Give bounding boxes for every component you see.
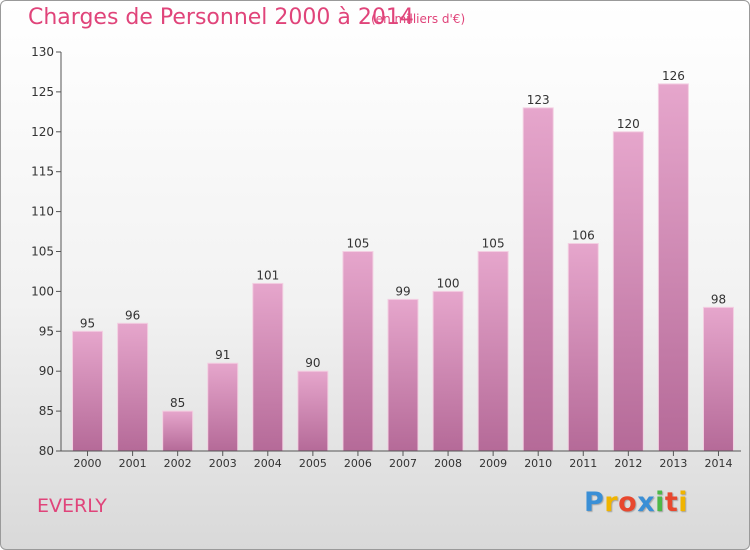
- proxiti-logo: Proxiti: [584, 487, 688, 518]
- x-tick-label: 2002: [164, 457, 192, 470]
- data-label: 95: [80, 316, 95, 330]
- bar-2006: [342, 251, 374, 452]
- bar-2004: [252, 282, 284, 452]
- y-tick-label: 120: [31, 125, 54, 139]
- bar-2007: [387, 298, 419, 452]
- logo-letter: r: [604, 487, 619, 518]
- bar-2002: [162, 410, 194, 452]
- place-name: EVERLY: [37, 495, 107, 517]
- bar-2008: [432, 290, 464, 452]
- bar-2005: [297, 370, 329, 452]
- y-tick-label: 130: [31, 45, 54, 59]
- logo-letter: x: [637, 487, 656, 518]
- logo-letter: t: [664, 487, 679, 518]
- x-tick-label: 2011: [569, 457, 597, 470]
- bars-group: 95 96 85 91 101 90 105 99 100 105 123 106 120 126 98: [72, 69, 734, 452]
- bar-2012: [612, 131, 644, 452]
- data-label: 120: [617, 117, 640, 131]
- x-tick-label: 2010: [524, 457, 552, 470]
- data-label: 99: [395, 284, 410, 298]
- data-label: 105: [346, 237, 369, 251]
- x-tick-label: 2001: [119, 457, 147, 470]
- data-label: 90: [305, 356, 320, 370]
- bar-2001: [117, 322, 149, 452]
- data-label: 126: [662, 69, 685, 83]
- bar-2013: [657, 83, 689, 452]
- y-tick-label: 115: [31, 165, 54, 179]
- data-label: 101: [256, 268, 279, 282]
- data-label: 106: [572, 229, 595, 243]
- x-tick-label: 2004: [254, 457, 282, 470]
- logo-letter: P: [584, 487, 605, 518]
- logo-letter: o: [618, 487, 638, 518]
- x-tick-label: 2008: [434, 457, 462, 470]
- logo-letter: i: [678, 487, 689, 518]
- y-tick-label: 95: [39, 324, 54, 338]
- data-label: 96: [125, 308, 140, 322]
- y-tick-label: 85: [39, 404, 54, 418]
- bar-2014: [702, 306, 734, 452]
- x-tick-label: 2007: [389, 457, 417, 470]
- y-tick-label: 100: [31, 284, 54, 298]
- bar-2000: [72, 330, 104, 452]
- chart-title: Charges de Personnel 2000 à 2014: [28, 5, 414, 30]
- data-label: 98: [711, 292, 726, 306]
- x-tick-label: 2012: [614, 457, 642, 470]
- axes-group: 80 85 90 95 100 105 110 115 120 125 130 2000 2001 200…: [31, 45, 741, 470]
- bar-2003: [207, 362, 239, 452]
- y-tick-label: 105: [31, 245, 54, 259]
- y-tick-label: 90: [39, 364, 54, 378]
- x-tick-label: 2009: [479, 457, 507, 470]
- x-tick-label: 2006: [344, 457, 372, 470]
- bar-2011: [567, 243, 599, 452]
- data-label: 85: [170, 396, 185, 410]
- x-tick-label: 2005: [299, 457, 327, 470]
- x-tick-label: 2000: [74, 457, 102, 470]
- y-tick-label: 125: [31, 85, 54, 99]
- chart-subtitle: (en milliers d'€): [371, 12, 466, 26]
- bar-2009: [477, 251, 509, 452]
- data-label: 105: [482, 237, 505, 251]
- data-label: 123: [527, 93, 550, 107]
- data-label: 91: [215, 348, 230, 362]
- logo-letter: i: [655, 487, 665, 518]
- x-tick-label: 2013: [659, 457, 687, 470]
- x-tick-label: 2014: [704, 457, 732, 470]
- bar-2010: [522, 107, 554, 452]
- y-tick-label: 80: [39, 444, 54, 458]
- x-tick-label: 2003: [209, 457, 237, 470]
- y-tick-label: 110: [31, 205, 54, 219]
- data-label: 100: [437, 276, 460, 290]
